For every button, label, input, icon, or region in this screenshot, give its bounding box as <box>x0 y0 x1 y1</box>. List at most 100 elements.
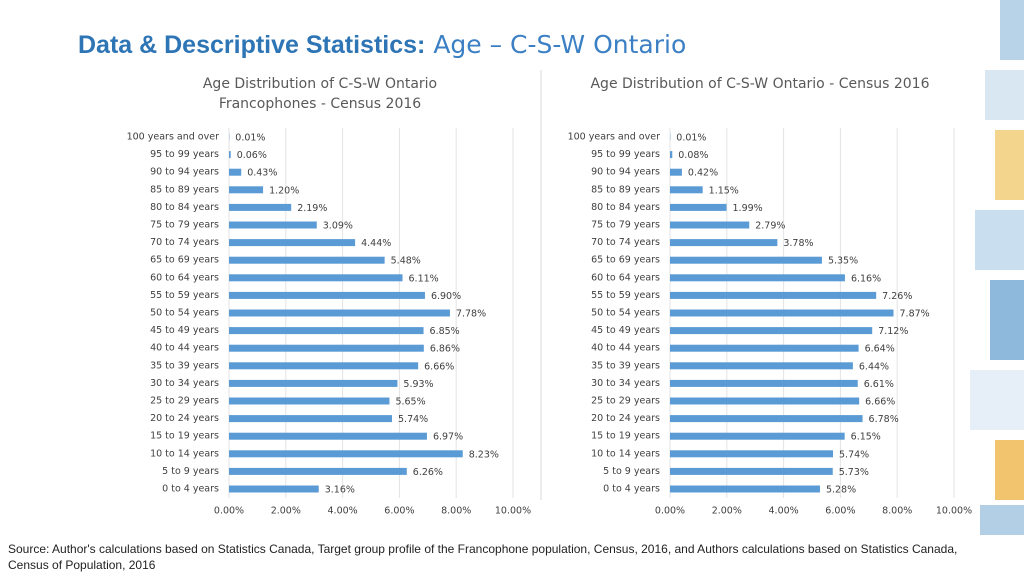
y-tick-label: 25 to 29 years <box>591 396 660 407</box>
data-label: 1.15% <box>709 185 739 196</box>
y-tick-label: 85 to 89 years <box>150 184 219 195</box>
bar <box>229 256 385 264</box>
data-label: 1.99% <box>733 203 763 214</box>
y-tick-label: 80 to 84 years <box>591 202 660 213</box>
data-label: 0.08% <box>678 150 708 161</box>
bar <box>670 432 845 440</box>
y-tick-label: 35 to 39 years <box>591 360 660 371</box>
bar <box>229 239 356 247</box>
data-label: 5.93% <box>403 379 433 390</box>
bar <box>229 415 393 423</box>
title-rest: Age – C-S-W Ontario <box>433 30 687 59</box>
data-label: 2.79% <box>755 221 785 232</box>
data-label: 7.12% <box>878 326 908 337</box>
data-label: 2.19% <box>297 203 327 214</box>
bar <box>229 274 403 282</box>
x-tick-label: 6.00% <box>825 506 855 517</box>
bar <box>670 221 750 229</box>
bar <box>670 397 860 405</box>
y-tick-label: 50 to 54 years <box>591 308 660 319</box>
source-note: Source: Author's calculations based on S… <box>8 542 958 572</box>
chart-title: Age Distribution of C-S-W Ontario Franco… <box>202 76 438 112</box>
x-tick-label: 0.00% <box>655 506 685 517</box>
slide-title: Data & Descriptive Statistics: Age – C-S… <box>78 30 686 60</box>
y-tick-label: 100 years and over <box>568 132 660 143</box>
y-tick-label: 0 to 4 years <box>162 484 219 495</box>
bar <box>229 327 424 335</box>
x-tick-label: 4.00% <box>769 506 799 517</box>
bar <box>229 186 264 194</box>
bar <box>229 467 407 475</box>
bar <box>670 203 727 211</box>
y-tick-label: 70 to 74 years <box>591 237 660 248</box>
bar <box>670 291 877 299</box>
decoration <box>970 0 1024 535</box>
bar <box>229 344 424 352</box>
y-tick-label: 55 to 59 years <box>150 290 219 301</box>
y-tick-label: 95 to 99 years <box>150 149 219 160</box>
data-label: 5.35% <box>828 256 858 267</box>
bar <box>670 379 858 387</box>
bar <box>229 450 463 458</box>
data-label: 7.26% <box>882 291 912 302</box>
data-label: 6.61% <box>864 379 894 390</box>
bar <box>670 485 820 493</box>
y-tick-label: 65 to 69 years <box>591 255 660 266</box>
x-tick-label: 2.00% <box>712 506 742 517</box>
y-tick-label: 50 to 54 years <box>150 308 219 319</box>
bar <box>229 432 427 440</box>
data-label: 6.26% <box>413 467 443 478</box>
y-tick-label: 65 to 69 years <box>150 255 219 266</box>
x-tick-label: 0.00% <box>214 506 244 517</box>
y-tick-label: 100 years and over <box>127 132 219 143</box>
data-label: 5.73% <box>839 467 869 478</box>
y-tick-label: 85 to 89 years <box>591 184 660 195</box>
data-label: 6.44% <box>859 361 889 372</box>
bar <box>229 397 390 405</box>
bar <box>670 151 673 159</box>
bar <box>229 151 231 159</box>
chart-title: Age Distribution of C-S-W Ontario - Cens… <box>590 76 930 92</box>
y-tick-label: 45 to 49 years <box>591 325 660 336</box>
data-label: 3.16% <box>325 485 355 496</box>
y-tick-label: 75 to 79 years <box>150 220 219 231</box>
data-label: 8.23% <box>469 449 499 460</box>
x-tick-label: 6.00% <box>384 506 414 517</box>
data-label: 6.66% <box>424 361 454 372</box>
y-tick-label: 70 to 74 years <box>150 237 219 248</box>
data-label: 6.15% <box>851 432 881 443</box>
y-tick-label: 60 to 64 years <box>150 272 219 283</box>
x-tick-label: 10.00% <box>495 506 531 517</box>
y-tick-label: 35 to 39 years <box>150 360 219 371</box>
data-label: 5.65% <box>395 397 425 408</box>
data-label: 7.78% <box>456 309 486 320</box>
bar <box>670 415 863 423</box>
bar <box>229 221 317 229</box>
y-tick-label: 75 to 79 years <box>591 220 660 231</box>
y-tick-label: 60 to 64 years <box>591 272 660 283</box>
title-bold: Data & Descriptive Statistics: <box>78 31 426 59</box>
y-tick-label: 5 to 9 years <box>603 466 660 477</box>
bar <box>670 450 834 458</box>
data-label: 0.01% <box>676 133 706 144</box>
data-label: 0.43% <box>247 168 277 179</box>
data-label: 4.44% <box>361 238 391 249</box>
y-tick-label: 55 to 59 years <box>591 290 660 301</box>
y-tick-label: 90 to 94 years <box>591 167 660 178</box>
data-label: 6.66% <box>865 397 895 408</box>
y-tick-label: 90 to 94 years <box>150 167 219 178</box>
bar <box>670 239 778 247</box>
data-label: 0.01% <box>235 133 265 144</box>
x-tick-label: 8.00% <box>441 506 471 517</box>
data-label: 7.87% <box>900 309 930 320</box>
data-label: 5.48% <box>391 256 421 267</box>
x-tick-label: 4.00% <box>328 506 358 517</box>
data-label: 3.78% <box>783 238 813 249</box>
y-tick-label: 45 to 49 years <box>150 325 219 336</box>
bar <box>670 327 873 335</box>
data-label: 0.06% <box>237 150 267 161</box>
data-label: 6.78% <box>869 414 899 425</box>
bar <box>670 362 853 370</box>
